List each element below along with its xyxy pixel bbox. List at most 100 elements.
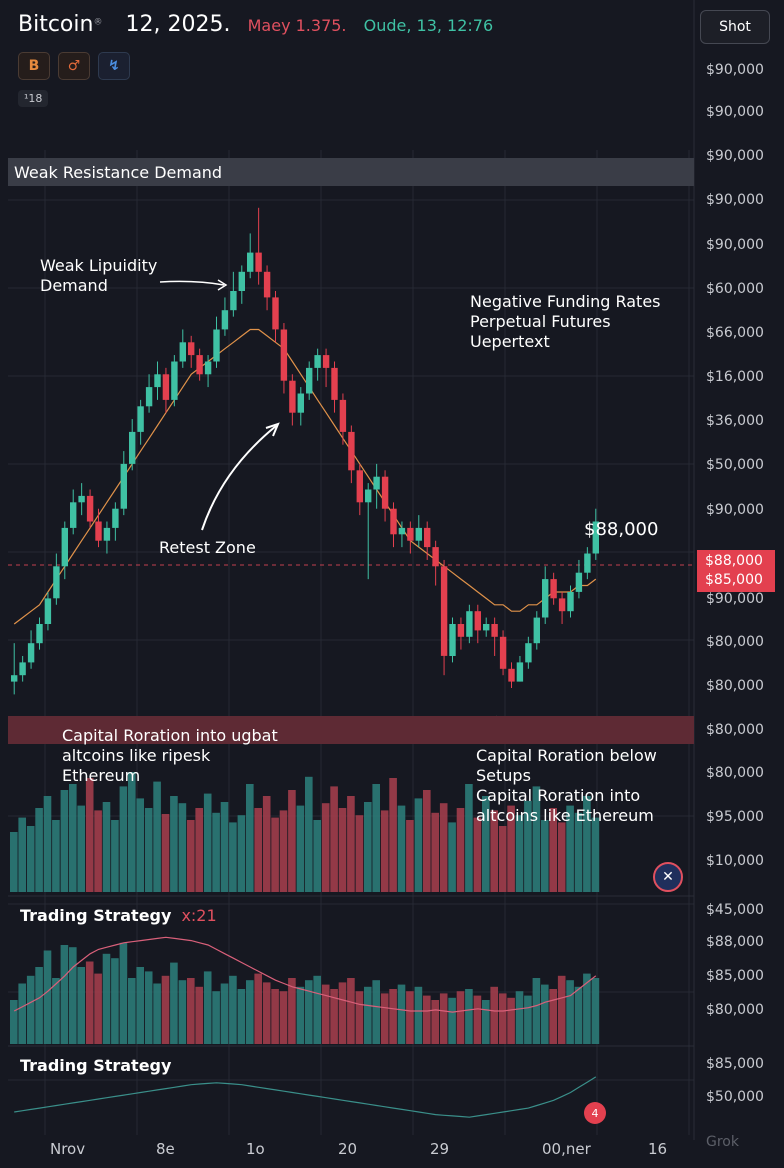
candle: [44, 598, 52, 624]
strategy-bar: [591, 978, 600, 1044]
toolbar-icons: B ♂ ↯: [18, 52, 130, 80]
annotation-negative-funding: Negative Funding Rates Perpetual Futures…: [470, 292, 661, 351]
y-axis-label: $90,000: [706, 502, 764, 518]
strategy-bar: [423, 995, 431, 1044]
volume-bar: [372, 784, 380, 892]
volume-bar: [431, 812, 439, 892]
candle: [415, 527, 422, 541]
candle: [179, 342, 186, 362]
support-band: [8, 716, 694, 744]
candle: [373, 476, 380, 490]
strategy-bar: [161, 975, 170, 1044]
volume-bar: [566, 805, 574, 892]
strategy-bar: [557, 975, 566, 1044]
header-mid-value: Maey 1.375.: [247, 16, 347, 35]
annotation-weak-liquidity: Weak Lipuidity Demand: [40, 256, 158, 295]
y-axis-label: $80,000: [706, 765, 764, 781]
volume-bar: [69, 784, 77, 892]
volume-bar: [203, 793, 212, 892]
candle: [221, 310, 229, 330]
candle: [365, 489, 372, 503]
strategy-bar: [515, 991, 524, 1044]
candle: [575, 572, 583, 592]
x-axis-label: 29: [430, 1140, 450, 1158]
volume-bar: [507, 805, 515, 892]
strategy-bar: [203, 971, 212, 1044]
volume-bar: [591, 817, 600, 892]
strategy-bar: [271, 989, 279, 1044]
volume-bar: [406, 820, 414, 892]
compare-icon[interactable]: ♂: [58, 52, 90, 80]
strategy-bar: [111, 958, 119, 1044]
candle: [247, 252, 254, 272]
strategy-bar: [583, 973, 591, 1044]
candle: [112, 508, 119, 528]
strategy-bar: [347, 978, 355, 1044]
strategy-bar: [69, 947, 77, 1044]
strategy-bar: [60, 945, 69, 1044]
strategy-bar: [490, 986, 498, 1044]
strategy-bar: [524, 995, 532, 1044]
candle: [381, 476, 389, 509]
volume-bar: [423, 790, 431, 892]
strategy-bar: [532, 978, 541, 1044]
x-axis-label: 00,ner: [542, 1140, 591, 1158]
volume-bar: [448, 822, 456, 892]
candle: [70, 502, 77, 528]
strategy-bar: [389, 989, 397, 1044]
volume-bar: [161, 814, 170, 892]
strategy-panel-title: Trading Strategy x:21: [20, 906, 217, 925]
y-axis-label: $90,000: [706, 62, 764, 78]
strategy-bar: [220, 983, 229, 1044]
shot-button[interactable]: Shot: [700, 10, 770, 44]
interval-badge[interactable]: ¹18: [18, 90, 49, 107]
x-axis-label: Nrov: [50, 1140, 86, 1158]
y-axis-label: $60,000: [706, 281, 764, 297]
volume-bar: [515, 815, 524, 892]
candle: [542, 579, 549, 618]
chart-header: Bitcoin® 12, 2025. Maey 1.375. Oude, 13,…: [18, 12, 493, 37]
volume-bar: [397, 805, 406, 892]
strategy-bar: [406, 991, 414, 1044]
candle: [567, 592, 574, 612]
symbol-name[interactable]: Bitcoin: [18, 12, 94, 37]
volume-bar: [77, 805, 85, 892]
volume-bar: [187, 820, 195, 892]
current-price-label: $88,000 $85,000: [697, 550, 775, 592]
candle: [204, 361, 212, 375]
bitcoin-icon[interactable]: B: [18, 52, 50, 80]
replay-icon[interactable]: ↯: [98, 52, 130, 80]
alert-icon[interactable]: 4: [584, 1102, 606, 1124]
candle: [162, 374, 170, 400]
arrow-weak-liquidity: [159, 280, 225, 286]
candle: [449, 624, 456, 656]
strategy-bar: [448, 997, 456, 1044]
settings-icon[interactable]: ✕: [653, 862, 683, 892]
strategy-bar: [119, 942, 128, 1044]
candle: [137, 406, 144, 432]
volume-bar: [119, 786, 128, 892]
candle: [61, 527, 68, 567]
moving-average-line: [13, 328, 597, 625]
volume-bar: [254, 808, 262, 892]
candle: [322, 355, 330, 368]
candle: [11, 675, 18, 682]
strategy-bar: [254, 973, 262, 1044]
y-axis-label: $10,000: [706, 853, 764, 869]
strategy-bar: [338, 982, 347, 1044]
watermark: Grok: [706, 1134, 739, 1150]
strategy-bar: [473, 995, 482, 1044]
volume-bar: [389, 778, 397, 892]
candle: [53, 566, 60, 599]
candle: [272, 297, 279, 330]
volume-bar: [136, 798, 144, 892]
strategy-bar: [364, 986, 372, 1044]
candle: [558, 598, 566, 612]
candle: [407, 527, 414, 541]
volume-bar: [178, 803, 187, 892]
strategy-bar: [195, 986, 203, 1044]
candle: [36, 624, 43, 644]
resistance-band: Weak Resistance Demand: [8, 158, 694, 186]
candle: [424, 527, 431, 548]
